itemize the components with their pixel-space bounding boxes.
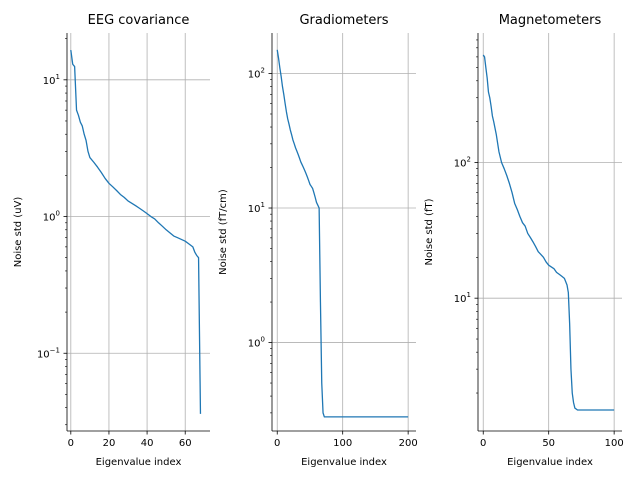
subplot-title: EEG covariance bbox=[88, 13, 190, 28]
y-axis-label: Noise std (fT) bbox=[424, 198, 435, 265]
x-tick-label: 20 bbox=[103, 438, 116, 449]
y-tick-label: 101 bbox=[454, 291, 471, 305]
y-tick-label: 101 bbox=[43, 73, 60, 87]
x-tick-label: 0 bbox=[68, 438, 74, 449]
x-axis-label: Eigenvalue index bbox=[507, 457, 593, 468]
y-tick-label: 102 bbox=[454, 155, 471, 169]
y-axis-label: Noise std (uV) bbox=[13, 197, 24, 268]
subplot-1: 0 20 40 60 10−1 100 101 EEG covariance Eigenvalu… bbox=[13, 13, 210, 468]
y-tick-label: 100 bbox=[43, 210, 60, 224]
y-axis-label: Noise std (fT/cm) bbox=[218, 189, 229, 275]
series-line bbox=[482, 54, 615, 411]
x-axis-label: Eigenvalue index bbox=[96, 457, 182, 468]
subplot-title: Gradiometers bbox=[299, 13, 388, 28]
x-tick-label: 0 bbox=[480, 438, 486, 449]
x-tick-label: 60 bbox=[179, 438, 192, 449]
x-tick-label: 200 bbox=[399, 438, 418, 449]
series-line bbox=[70, 49, 202, 414]
subplot-2: 0 100 200 100 101 102 Gradiometers Eigenvalue i… bbox=[218, 13, 418, 468]
y-tick-label: 102 bbox=[248, 66, 265, 80]
series-line bbox=[276, 49, 409, 418]
subplot-title: Magnetometers bbox=[499, 13, 602, 28]
x-tick-label: 40 bbox=[141, 438, 154, 449]
x-tick-label: 100 bbox=[605, 438, 624, 449]
y-tick-label: 10−1 bbox=[37, 346, 60, 360]
y-tick-label: 101 bbox=[248, 201, 265, 215]
x-axis-label: Eigenvalue index bbox=[301, 457, 387, 468]
x-tick-label: 0 bbox=[274, 438, 280, 449]
x-tick-label: 100 bbox=[333, 438, 352, 449]
x-tick-label: 50 bbox=[542, 438, 555, 449]
y-tick-label: 100 bbox=[248, 336, 265, 350]
subplot-3: 0 50 100 101 102 Magnetometers Eigenvalue inde… bbox=[424, 13, 624, 468]
